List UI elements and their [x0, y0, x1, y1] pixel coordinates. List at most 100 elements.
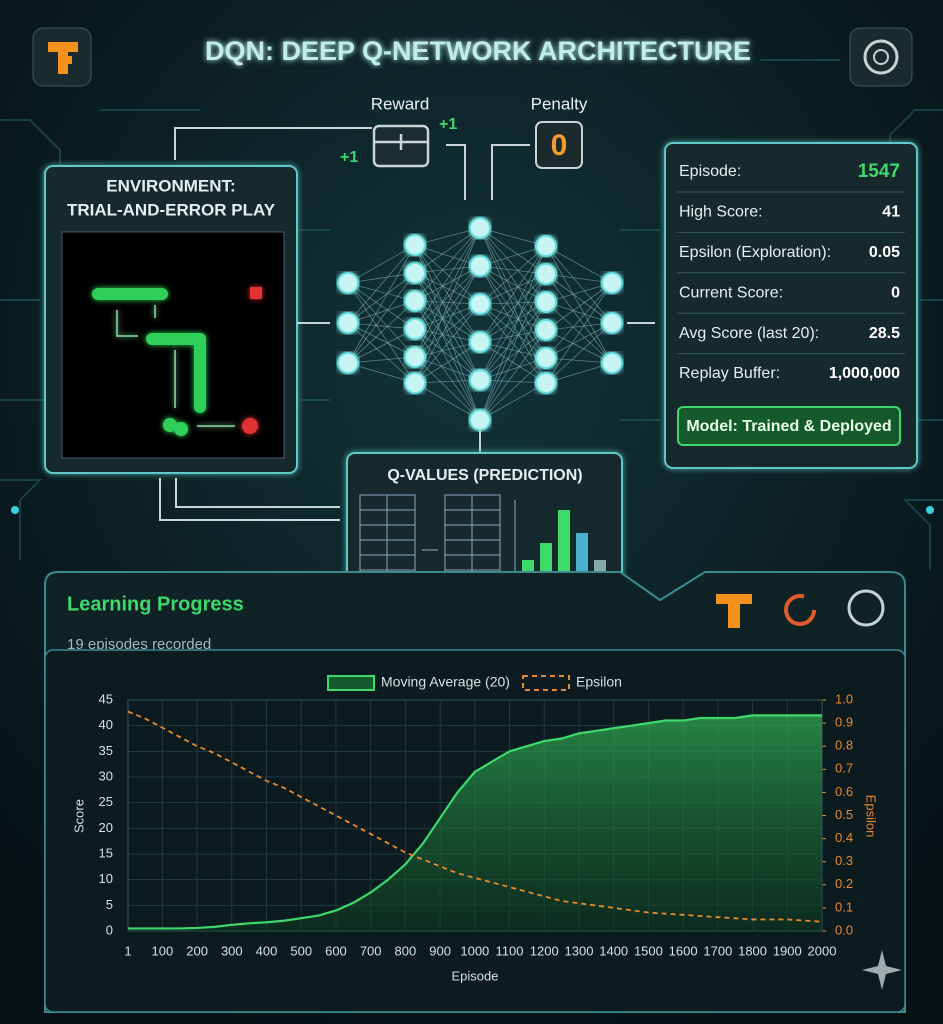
connection	[479, 357, 547, 381]
connection	[414, 300, 481, 421]
connection	[479, 245, 547, 267]
stat-label: Current Score:	[679, 284, 783, 301]
x-tick-label: 1100	[496, 943, 524, 958]
connection	[479, 265, 547, 275]
treasure-chest	[372, 124, 430, 168]
status-button[interactable]	[677, 406, 901, 446]
connection	[479, 227, 547, 384]
connection	[479, 303, 547, 359]
connection	[414, 265, 481, 358]
connection	[347, 244, 416, 284]
connection	[347, 272, 416, 324]
y-tick-label: 20	[99, 820, 113, 835]
neuron	[601, 272, 623, 294]
stat-label: High Score:	[679, 204, 763, 221]
y2-tick-label: 0.6	[835, 784, 853, 799]
connection	[479, 329, 547, 381]
connection	[347, 244, 416, 364]
connection	[479, 273, 547, 381]
neuron	[469, 409, 491, 431]
connection	[414, 227, 481, 274]
stat-label: Epsilon (Exploration):	[679, 244, 831, 261]
connection	[545, 245, 613, 324]
neuron	[535, 263, 557, 285]
stat-label: Avg Score (last 20):	[679, 325, 819, 342]
neuron	[469, 331, 491, 353]
y2-tick-label: 0.3	[835, 853, 853, 868]
connection	[545, 245, 613, 364]
x-tick-label: 900	[429, 943, 451, 958]
x-tick-label: 1700	[703, 943, 732, 958]
x-tick-label: 800	[395, 943, 417, 958]
connection	[545, 329, 613, 364]
connection	[347, 362, 416, 384]
y2-tick-label: 0.9	[835, 715, 853, 730]
neuron	[404, 262, 426, 284]
neuron	[404, 346, 426, 368]
connection	[414, 265, 481, 384]
arrows	[159, 322, 340, 521]
connection	[414, 244, 481, 343]
connection	[414, 272, 481, 381]
x-tick-label: 1	[124, 943, 131, 958]
y2-tick-label: 0.8	[835, 738, 853, 753]
tensorflow-logo	[32, 27, 92, 87]
connection	[545, 301, 613, 324]
connection	[545, 273, 613, 284]
connection	[545, 322, 613, 384]
y-tick-label: 15	[99, 845, 113, 860]
area-fill	[128, 715, 822, 931]
x-tick-label: 600	[325, 943, 347, 958]
connection	[414, 227, 481, 358]
connection	[414, 272, 481, 421]
y-tick-label: 30	[99, 768, 113, 783]
connection	[414, 244, 481, 267]
connection	[545, 273, 613, 324]
connection	[545, 282, 613, 359]
stat-value: 0	[891, 284, 900, 301]
connection	[414, 382, 481, 421]
connection	[414, 356, 481, 421]
neuron	[337, 272, 359, 294]
connection	[414, 356, 481, 381]
connection	[545, 322, 613, 359]
connection	[414, 303, 481, 330]
connection	[479, 273, 547, 305]
x-tick-label: 1600	[669, 943, 698, 958]
chart: 1 100 200 300 400 500 600 700 800 900 1000 1100 1200…	[71, 674, 878, 984]
connection	[414, 227, 481, 246]
neuron	[535, 372, 557, 394]
connection	[545, 362, 613, 384]
connection	[479, 341, 547, 359]
neuron	[535, 347, 557, 369]
penalty-value: 0	[551, 129, 568, 162]
x-tick-label: 1400	[599, 943, 628, 958]
circuit-dot	[926, 506, 934, 514]
stat-label: Replay Buffer:	[679, 365, 780, 382]
connection	[347, 322, 416, 384]
connection	[347, 300, 416, 364]
connection	[479, 245, 547, 381]
connection	[414, 328, 481, 381]
y2-tick-label: 0.7	[835, 761, 853, 776]
connection	[347, 282, 416, 358]
connection	[479, 245, 547, 343]
y2-axis-title: Epsilon	[864, 795, 879, 838]
stat-value: 1,000,000	[829, 365, 900, 382]
neuron	[404, 318, 426, 340]
connection	[414, 227, 481, 330]
connection	[479, 382, 547, 421]
connection	[479, 301, 547, 305]
y2-tick-label: 0.2	[835, 876, 853, 891]
x-tick-label: 700	[360, 943, 382, 958]
y2-tick-label: 0.0	[835, 922, 853, 937]
x-tick-label: 1800	[738, 943, 767, 958]
x-tick-label: 1900	[773, 943, 802, 958]
neuron	[535, 319, 557, 341]
penalty-box	[535, 121, 583, 169]
connection	[414, 244, 481, 381]
neuron	[469, 255, 491, 277]
neuron	[469, 217, 491, 239]
connection	[347, 272, 416, 364]
